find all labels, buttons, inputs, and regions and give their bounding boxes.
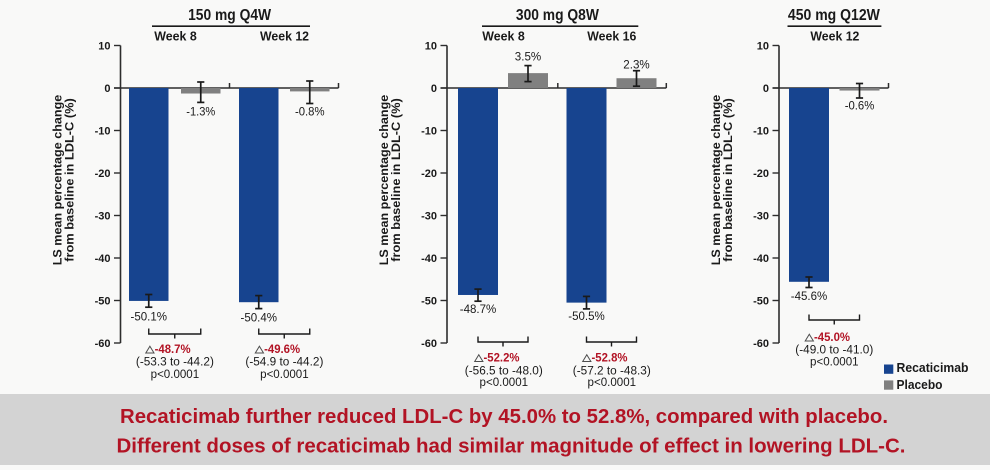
svg-text:-20: -20: [753, 168, 769, 180]
svg-text:450 mg Q12W: 450 mg Q12W: [788, 7, 880, 24]
svg-text:p<0.0001: p<0.0001: [480, 377, 529, 389]
svg-text:-20: -20: [421, 168, 437, 180]
svg-text:-60: -60: [753, 338, 769, 350]
svg-text:(-57.2 to -48.3): (-57.2 to -48.3): [573, 366, 651, 378]
svg-text:-20: -20: [95, 168, 111, 180]
svg-text:-49.6%: -49.6%: [264, 344, 300, 356]
svg-text:-50.5%: -50.5%: [568, 309, 605, 323]
svg-text:-50.4%: -50.4%: [241, 311, 278, 325]
svg-text:10: 10: [757, 41, 769, 53]
svg-text:from baseline in LDL-C (%): from baseline in LDL-C (%): [721, 98, 735, 262]
svg-text:-52.8%: -52.8%: [592, 353, 628, 365]
svg-text:-48.7%: -48.7%: [460, 302, 497, 316]
svg-text:from baseline in LDL-C (%): from baseline in LDL-C (%): [63, 98, 77, 262]
svg-text:(-56.5 to -48.0): (-56.5 to -48.0): [465, 366, 543, 378]
svg-text:-30: -30: [421, 211, 437, 223]
svg-text:-1.3%: -1.3%: [186, 105, 215, 119]
svg-text:-0.8%: -0.8%: [295, 104, 325, 118]
svg-text:-60: -60: [95, 338, 111, 350]
svg-text:-45.6%: -45.6%: [791, 289, 828, 303]
svg-text:10: 10: [425, 41, 437, 53]
svg-text:(-53.3 to -44.2): (-53.3 to -44.2): [136, 357, 214, 369]
svg-text:p<0.0001: p<0.0001: [810, 357, 859, 369]
svg-text:p<0.0001: p<0.0001: [151, 369, 200, 381]
svg-text:p<0.0001: p<0.0001: [260, 369, 309, 381]
svg-text:Week 8: Week 8: [482, 29, 525, 44]
svg-text:LS mean percentage change: LS mean percentage change: [709, 94, 723, 265]
svg-text:-50: -50: [421, 296, 437, 308]
svg-text:-10: -10: [95, 126, 111, 138]
svg-text:0: 0: [763, 83, 769, 95]
svg-text:Week 16: Week 16: [587, 29, 636, 44]
svg-text:(-49.0 to -41.0): (-49.0 to -41.0): [795, 345, 873, 357]
svg-text:Week 8: Week 8: [154, 29, 197, 44]
svg-text:-50.1%: -50.1%: [131, 309, 168, 323]
svg-text:Placebo: Placebo: [897, 377, 943, 392]
svg-text:-48.7%: -48.7%: [155, 344, 191, 356]
svg-text:-10: -10: [753, 126, 769, 138]
svg-text:Week 12: Week 12: [260, 29, 309, 44]
svg-text:-30: -30: [753, 211, 769, 223]
svg-text:2.3%: 2.3%: [623, 57, 650, 71]
svg-text:-50: -50: [95, 296, 111, 308]
svg-text:LS mean percentage change: LS mean percentage change: [377, 94, 391, 265]
svg-text:-45.0%: -45.0%: [814, 332, 850, 344]
svg-text:150 mg Q4W: 150 mg Q4W: [188, 7, 271, 24]
svg-text:-40: -40: [753, 253, 769, 265]
svg-text:Recaticimab further reduced LD: Recaticimab further reduced LDL-C by 45.…: [120, 405, 888, 428]
svg-text:(-54.9 to -44.2): (-54.9 to -44.2): [245, 357, 323, 369]
svg-text:10: 10: [98, 41, 110, 53]
svg-text:-30: -30: [95, 211, 111, 223]
svg-text:-40: -40: [95, 253, 111, 265]
svg-text:Week 12: Week 12: [810, 29, 859, 44]
svg-text:300 mg Q8W: 300 mg Q8W: [516, 7, 599, 24]
svg-text:0: 0: [104, 83, 110, 95]
svg-text:-60: -60: [421, 338, 437, 350]
svg-text:-50: -50: [753, 296, 769, 308]
svg-text:from baseline in LDL-C (%): from baseline in LDL-C (%): [389, 98, 403, 262]
svg-text:-10: -10: [421, 126, 437, 138]
svg-text:Different doses of recaticimab: Different doses of recaticimab had simil…: [117, 434, 906, 457]
svg-text:0: 0: [431, 83, 437, 95]
svg-text:-40: -40: [421, 253, 437, 265]
svg-text:LS mean percentage change: LS mean percentage change: [51, 94, 65, 265]
svg-text:-52.2%: -52.2%: [484, 353, 520, 365]
svg-text:p<0.0001: p<0.0001: [588, 377, 637, 389]
svg-text:-0.6%: -0.6%: [845, 98, 875, 112]
svg-text:Recaticimab: Recaticimab: [897, 360, 969, 375]
svg-text:3.5%: 3.5%: [515, 49, 542, 63]
